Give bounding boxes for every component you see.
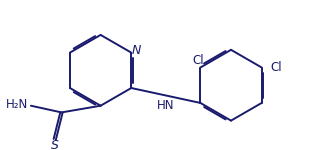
Text: N: N: [131, 44, 141, 57]
Text: S: S: [51, 139, 59, 150]
Text: HN: HN: [157, 99, 175, 112]
Text: H₂N: H₂N: [6, 98, 28, 111]
Text: Cl: Cl: [270, 61, 282, 74]
Text: Cl: Cl: [193, 54, 204, 67]
